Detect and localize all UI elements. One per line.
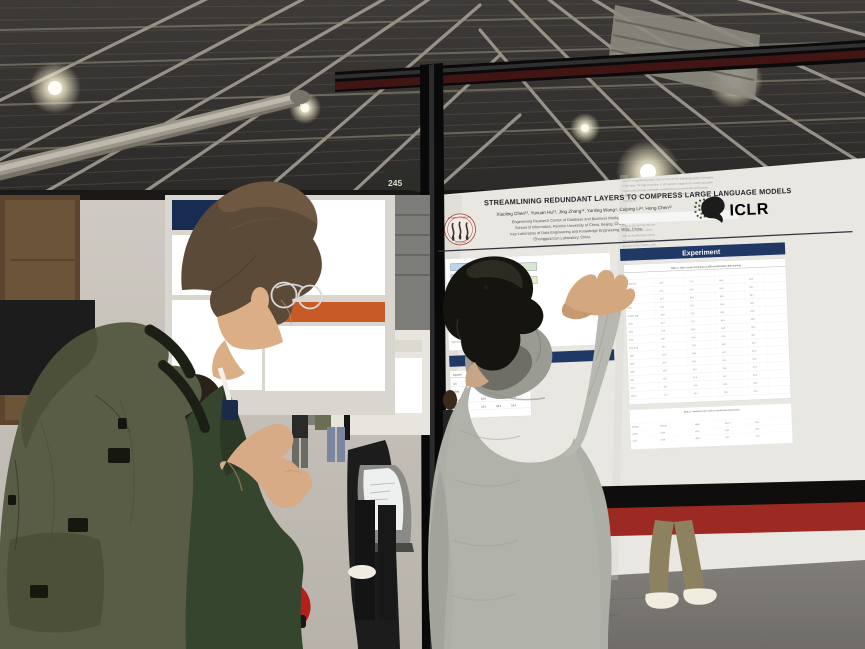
svg-text:ICLR: ICLR [729, 201, 769, 220]
svg-text:LoRA: LoRA [632, 432, 638, 435]
svg-text:3.1M: 3.1M [661, 439, 666, 441]
svg-text:-20%: -20% [629, 355, 634, 357]
svg-text:-40%: -40% [629, 339, 634, 341]
svg-text:Ours: Ours [631, 387, 635, 389]
svg-text:-30%: -30% [628, 331, 633, 333]
svg-text:-40%: -40% [627, 308, 632, 310]
svg-text:-30%: -30% [630, 363, 635, 365]
svg-text:OF CHINA: OF CHINA [455, 241, 467, 244]
svg-text:Ours-L: Ours-L [631, 395, 638, 397]
svg-text:Params: Params [660, 425, 667, 427]
svg-text:MNLI: MNLI [695, 424, 700, 426]
svg-text:SST-2: SST-2 [725, 423, 732, 425]
svg-text:Avg.: Avg. [755, 421, 760, 424]
svg-text:24.0: 24.0 [511, 403, 517, 407]
svg-text:LLaMA-13B: LLaMA-13B [628, 314, 639, 317]
svg-text:18.0: 18.0 [496, 404, 502, 408]
svg-text:pruning, i.e.: pruning, i.e. [623, 198, 637, 203]
svg-text:18.6: 18.6 [481, 396, 487, 400]
svg-text:Dataset: Dataset [453, 372, 462, 376]
svg-text:-40%: -40% [630, 371, 635, 373]
svg-text:245: 245 [388, 178, 402, 188]
svg-text:4.7M: 4.7M [660, 432, 665, 434]
svg-text:19.5: 19.5 [481, 404, 487, 408]
svg-text:Avg.: Avg. [630, 378, 635, 381]
svg-text:-20%: -20% [628, 324, 633, 326]
svg-text:Ours: Ours [633, 440, 637, 442]
svg-text:Vicuna-7B: Vicuna-7B [629, 347, 639, 349]
svg-text:Method: Method [632, 425, 639, 428]
